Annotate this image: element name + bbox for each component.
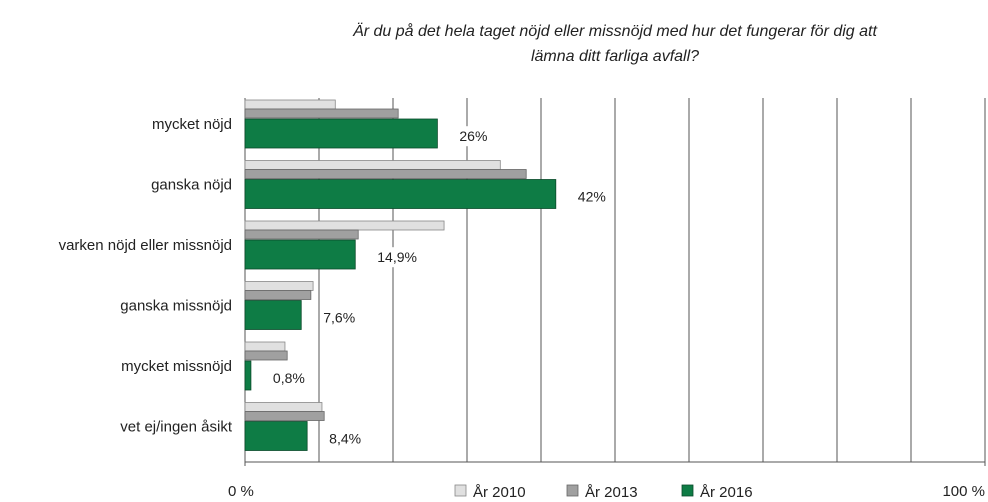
y-tick-label: mycket nöjd <box>152 116 232 133</box>
bar <box>244 220 445 231</box>
bar <box>244 360 252 391</box>
y-tick-label: mycket missnöjd <box>121 358 232 375</box>
bar <box>244 179 557 209</box>
value-label: 42% <box>578 189 606 205</box>
value-label-bg <box>320 307 359 328</box>
x-tick-label: 100 % <box>942 483 985 500</box>
bar <box>244 290 312 300</box>
y-tick-label: varken nöjd eller missnöjd <box>59 237 232 254</box>
legend-label: År 2010 <box>473 484 526 501</box>
value-label: 14,9% <box>377 249 417 265</box>
y-tick-label: ganska nöjd <box>151 176 232 193</box>
bar <box>244 341 286 352</box>
value-label: 26% <box>459 128 487 144</box>
bar <box>244 350 288 361</box>
legend-swatch <box>681 484 694 497</box>
y-tick-label: ganska missnöjd <box>120 297 232 314</box>
legend-label: År 2013 <box>585 484 638 501</box>
chart-title: Är du på det hela taget nöjd eller missn… <box>352 22 877 40</box>
value-label: 7,6% <box>323 310 355 326</box>
bar <box>244 300 302 330</box>
value-label: 8,4% <box>329 431 361 447</box>
bar <box>244 118 438 149</box>
y-tick-label: vet ej/ingen åsikt <box>120 418 233 435</box>
value-label-bg <box>456 126 491 147</box>
value-label-bg <box>269 368 308 389</box>
legend-swatch <box>454 484 467 497</box>
x-tick-label: 0 % <box>228 483 254 500</box>
bar <box>244 281 314 291</box>
bar <box>244 99 336 110</box>
bar <box>244 421 308 451</box>
bar <box>244 160 501 170</box>
legend-label: År 2016 <box>700 484 753 501</box>
bar <box>244 411 325 421</box>
bar <box>244 108 399 119</box>
value-label-bg <box>574 186 609 207</box>
chart-title: lämna ditt farliga avfall? <box>531 48 699 65</box>
bar <box>244 229 359 240</box>
legend-swatch <box>566 484 579 497</box>
value-label-bg <box>374 247 420 268</box>
bar <box>244 239 356 270</box>
value-label-bg <box>326 428 365 449</box>
value-label: 0,8% <box>273 370 305 386</box>
bar <box>244 169 527 179</box>
bar <box>244 402 323 412</box>
